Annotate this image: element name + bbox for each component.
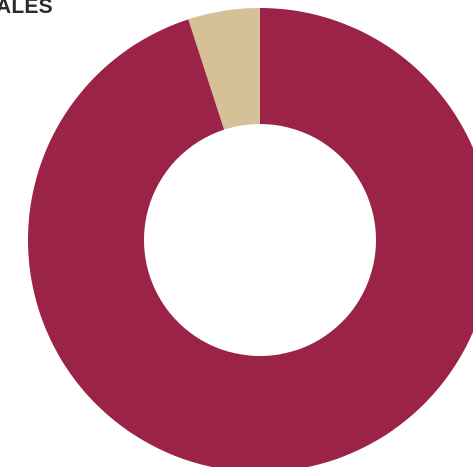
donut-slice-2 [188, 8, 260, 130]
chart-title: ALES [0, 0, 53, 18]
donut-slice-1 [28, 8, 473, 467]
